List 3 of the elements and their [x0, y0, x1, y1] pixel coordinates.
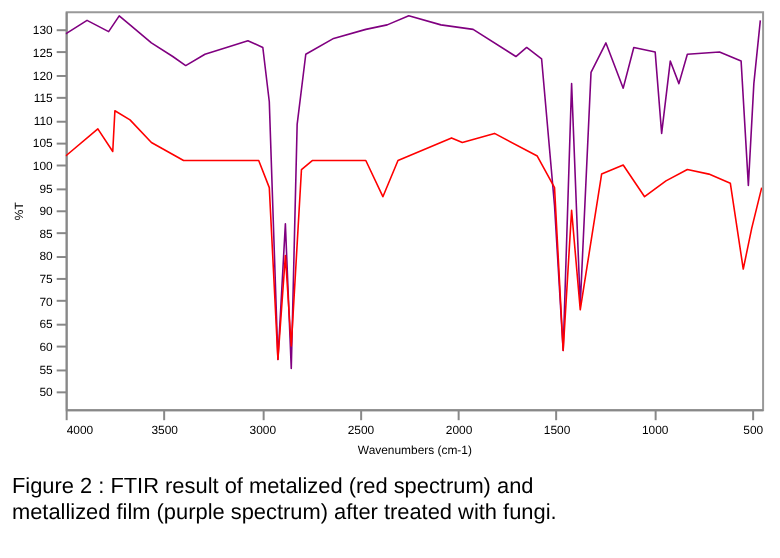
- line-series: [65, 15, 762, 370]
- caption: Figure 2 : FTIR result of metalized (red spectrum) and metallized film (purple spectrum) after treated with fungi.: [11, 474, 557, 525]
- line-series: [65, 109, 763, 361]
